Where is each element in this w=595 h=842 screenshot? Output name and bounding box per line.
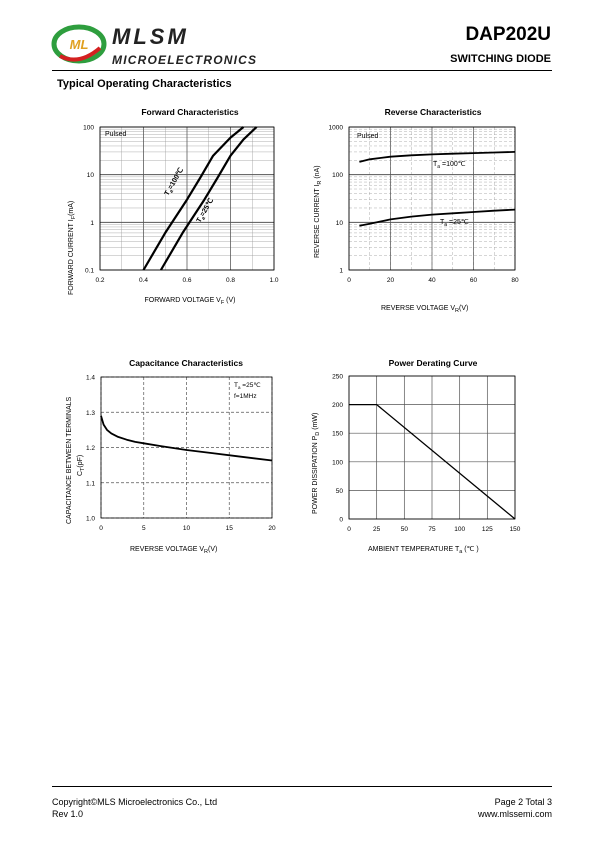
reverse-curve2-label: Ta =25℃ <box>440 219 469 228</box>
brand-subtitle: MICROELECTRONICS <box>112 53 258 67</box>
power-chart: Power Derating Curve 0 25 50 75 100 125 150 0 50… <box>312 358 521 555</box>
capacitance-chart-title: Capacitance Characteristics <box>129 358 243 368</box>
part-description: SWITCHING DIODE <box>450 53 551 65</box>
plot-frame <box>348 126 516 271</box>
y-tick-label: 0.1 <box>85 268 94 275</box>
capacitance-ylabel-line1: CAPACITANCE BETWEEN TERMINALS <box>66 396 73 524</box>
power-xlabel: AMBIENT TEMPERATURE Ta (℃ ) <box>368 546 479 555</box>
x-tick-label: 0.2 <box>95 277 104 284</box>
plot-frame <box>348 375 516 520</box>
x-tick-label: 100 <box>454 526 465 533</box>
header-divider <box>52 70 552 71</box>
y-tick-label: 100 <box>83 125 94 132</box>
x-tick-label: 20 <box>268 525 276 532</box>
reverse-xlabel: REVERSE VOLTAGE VR(V) <box>381 305 468 314</box>
x-tick-label: 20 <box>387 277 395 284</box>
y-tick-label: 1 <box>90 220 94 227</box>
series-line-2 <box>359 208 516 227</box>
series-line-1 <box>359 151 516 163</box>
y-tick-label: 1.4 <box>86 375 95 382</box>
forward-ylabel: FORWARD CURRENT IF(mA) <box>68 201 77 295</box>
y-tick-label: 1 <box>339 268 343 275</box>
x-tick-label: 80 <box>511 277 519 284</box>
y-tick-label: 10 <box>336 220 344 227</box>
y-tick-label: 100 <box>332 172 343 179</box>
reverse-chart: Reverse Characteristics 0 20 40 60 80 1 10 100 1… <box>314 107 519 314</box>
y-tick-label: 1000 <box>329 125 344 132</box>
power-ylabel: POWER DISSIPATION PD (mW) <box>312 413 321 514</box>
plot-frame <box>100 376 273 519</box>
x-tick-label: 0 <box>99 525 103 532</box>
series-line-1 <box>100 415 273 462</box>
logo-swoosh-red <box>59 46 102 62</box>
capacitance-note-temp: Ta =25℃ <box>234 382 261 390</box>
capacitance-ylabel-line2: CT(pF) <box>77 455 86 476</box>
x-tick-label: 0 <box>347 526 351 533</box>
reverse-ylabel: REVERSE CURRENT IR (nA) <box>314 165 323 258</box>
forward-note: Pulsed <box>105 131 127 138</box>
y-tick-label: 1.2 <box>86 445 95 452</box>
y-tick-label: 1.3 <box>86 410 95 417</box>
series-line-1 <box>349 403 516 520</box>
x-tick-label: 1.0 <box>269 277 278 284</box>
y-tick-label: 200 <box>332 402 343 409</box>
x-tick-label: 5 <box>142 525 146 532</box>
x-tick-label: 0.8 <box>226 277 235 284</box>
y-tick-label: 150 <box>332 431 343 438</box>
section-title: Typical Operating Characteristics <box>57 78 232 90</box>
x-tick-label: 60 <box>470 277 478 284</box>
y-tick-label: 100 <box>332 459 343 466</box>
y-tick-label: 1.0 <box>86 516 95 523</box>
reverse-curve1-label: Ta =100℃ <box>433 161 466 170</box>
reverse-note: Pulsed <box>357 133 379 140</box>
footer-website: www.mlssemi.com <box>477 809 552 819</box>
x-tick-label: 10 <box>183 525 191 532</box>
x-tick-label: 125 <box>482 526 493 533</box>
power-chart-title: Power Derating Curve <box>389 358 478 368</box>
x-tick-label: 150 <box>510 526 521 533</box>
footer-divider <box>52 786 552 787</box>
series-line-2 <box>159 126 258 271</box>
logo-letters: ML <box>70 37 89 52</box>
forward-xlabel: FORWARD VOLTAGE VF (V) <box>144 297 235 306</box>
x-tick-label: 25 <box>373 526 381 533</box>
company-logo: ML <box>51 24 107 64</box>
y-tick-label: 0 <box>339 517 343 524</box>
y-tick-label: 250 <box>332 374 343 381</box>
capacitance-note-freq: f=1MHz <box>234 393 257 400</box>
footer-page: Page 2 Total 3 <box>494 797 552 807</box>
y-tick-label: 1.1 <box>86 480 95 487</box>
reverse-chart-title: Reverse Characteristics <box>385 107 482 117</box>
brand-name: MLSM <box>112 24 189 49</box>
part-number: DAP202U <box>465 24 551 45</box>
footer-copyright: Copyright©MLS Microelectronics Co., Ltd <box>52 797 218 807</box>
x-tick-label: 0 <box>347 277 351 284</box>
capacitance-chart: Capacitance Characteristics 0 5 10 15 20 1.0 1… <box>66 358 276 555</box>
x-tick-label: 0.4 <box>139 277 148 284</box>
x-tick-label: 75 <box>428 526 436 533</box>
plot-frame <box>99 126 275 271</box>
capacitance-xlabel: REVERSE VOLTAGE VR(V) <box>130 546 217 555</box>
y-tick-label: 50 <box>336 488 344 495</box>
logo-center <box>66 34 92 54</box>
x-tick-label: 40 <box>428 277 436 284</box>
footer-revision: Rev 1.0 <box>52 809 84 819</box>
x-tick-label: 50 <box>401 526 409 533</box>
forward-chart: Forward Characteristics 0.2 0.4 0.6 0.8 1.0 0… <box>68 107 279 306</box>
x-tick-label: 15 <box>226 525 234 532</box>
forward-chart-title: Forward Characteristics <box>141 107 239 117</box>
y-tick-label: 10 <box>87 172 95 179</box>
x-tick-label: 0.6 <box>182 277 191 284</box>
series-line-1 <box>142 126 245 271</box>
